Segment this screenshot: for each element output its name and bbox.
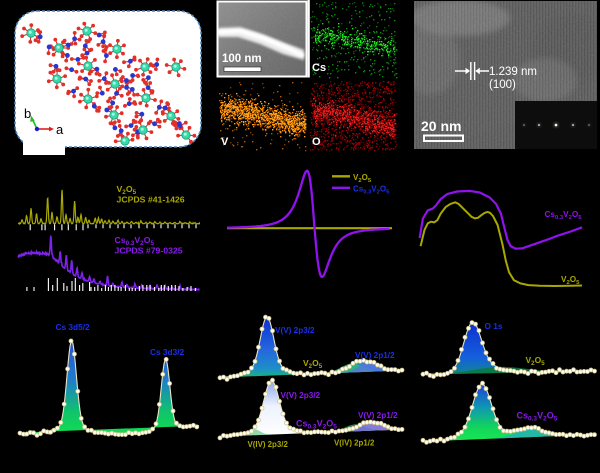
svg-text:Cs0.3V2O5: Cs0.3V2O5 (115, 235, 155, 247)
svg-text:Cs0.3V2O5: Cs0.3V2O5 (353, 185, 390, 196)
svg-text:Cs0.3V2O5: Cs0.3V2O5 (517, 411, 558, 423)
svg-text:Cs 3d3/2: Cs 3d3/2 (150, 347, 185, 357)
svg-text:V(IV) 2p3/2: V(IV) 2p3/2 (248, 440, 289, 449)
svg-text:JCPDS #41-1426: JCPDS #41-1426 (117, 195, 185, 205)
svg-text:a: a (56, 122, 64, 137)
svg-text:Cs: Cs (312, 62, 326, 74)
svg-text:(100): (100) (489, 79, 516, 91)
svg-text:Cs 3d5/2: Cs 3d5/2 (56, 322, 91, 332)
svg-text:O 1s: O 1s (485, 321, 503, 331)
svg-text:V2O5: V2O5 (526, 355, 546, 367)
svg-text:JCPDS #79-0325: JCPDS #79-0325 (115, 246, 183, 256)
svg-text:V(IV) 2p1/2: V(IV) 2p1/2 (334, 439, 375, 448)
svg-text:V(V) 2p1/2: V(V) 2p1/2 (358, 411, 398, 420)
svg-text:V(V) 2p1/2: V(V) 2p1/2 (355, 351, 395, 360)
svg-text:V2O5: V2O5 (303, 358, 323, 370)
svg-text:1.239 nm: 1.239 nm (489, 66, 537, 78)
svg-text:20 nm: 20 nm (421, 118, 461, 134)
svg-text:V(V) 2p3/2: V(V) 2p3/2 (275, 326, 315, 335)
svg-text:V2O5: V2O5 (117, 184, 137, 196)
svg-text:100 nm: 100 nm (222, 53, 262, 65)
svg-text:V2O5: V2O5 (353, 173, 372, 184)
svg-text:b: b (24, 106, 31, 121)
svg-text:Cs0.3V2O5: Cs0.3V2O5 (545, 210, 583, 221)
svg-text:V2O5: V2O5 (561, 275, 580, 286)
svg-text:V: V (221, 136, 229, 148)
svg-text:Cs0.3V2O5: Cs0.3V2O5 (296, 419, 337, 431)
svg-text:O: O (312, 136, 321, 148)
svg-text:V(V) 2p3/2: V(V) 2p3/2 (281, 391, 321, 400)
